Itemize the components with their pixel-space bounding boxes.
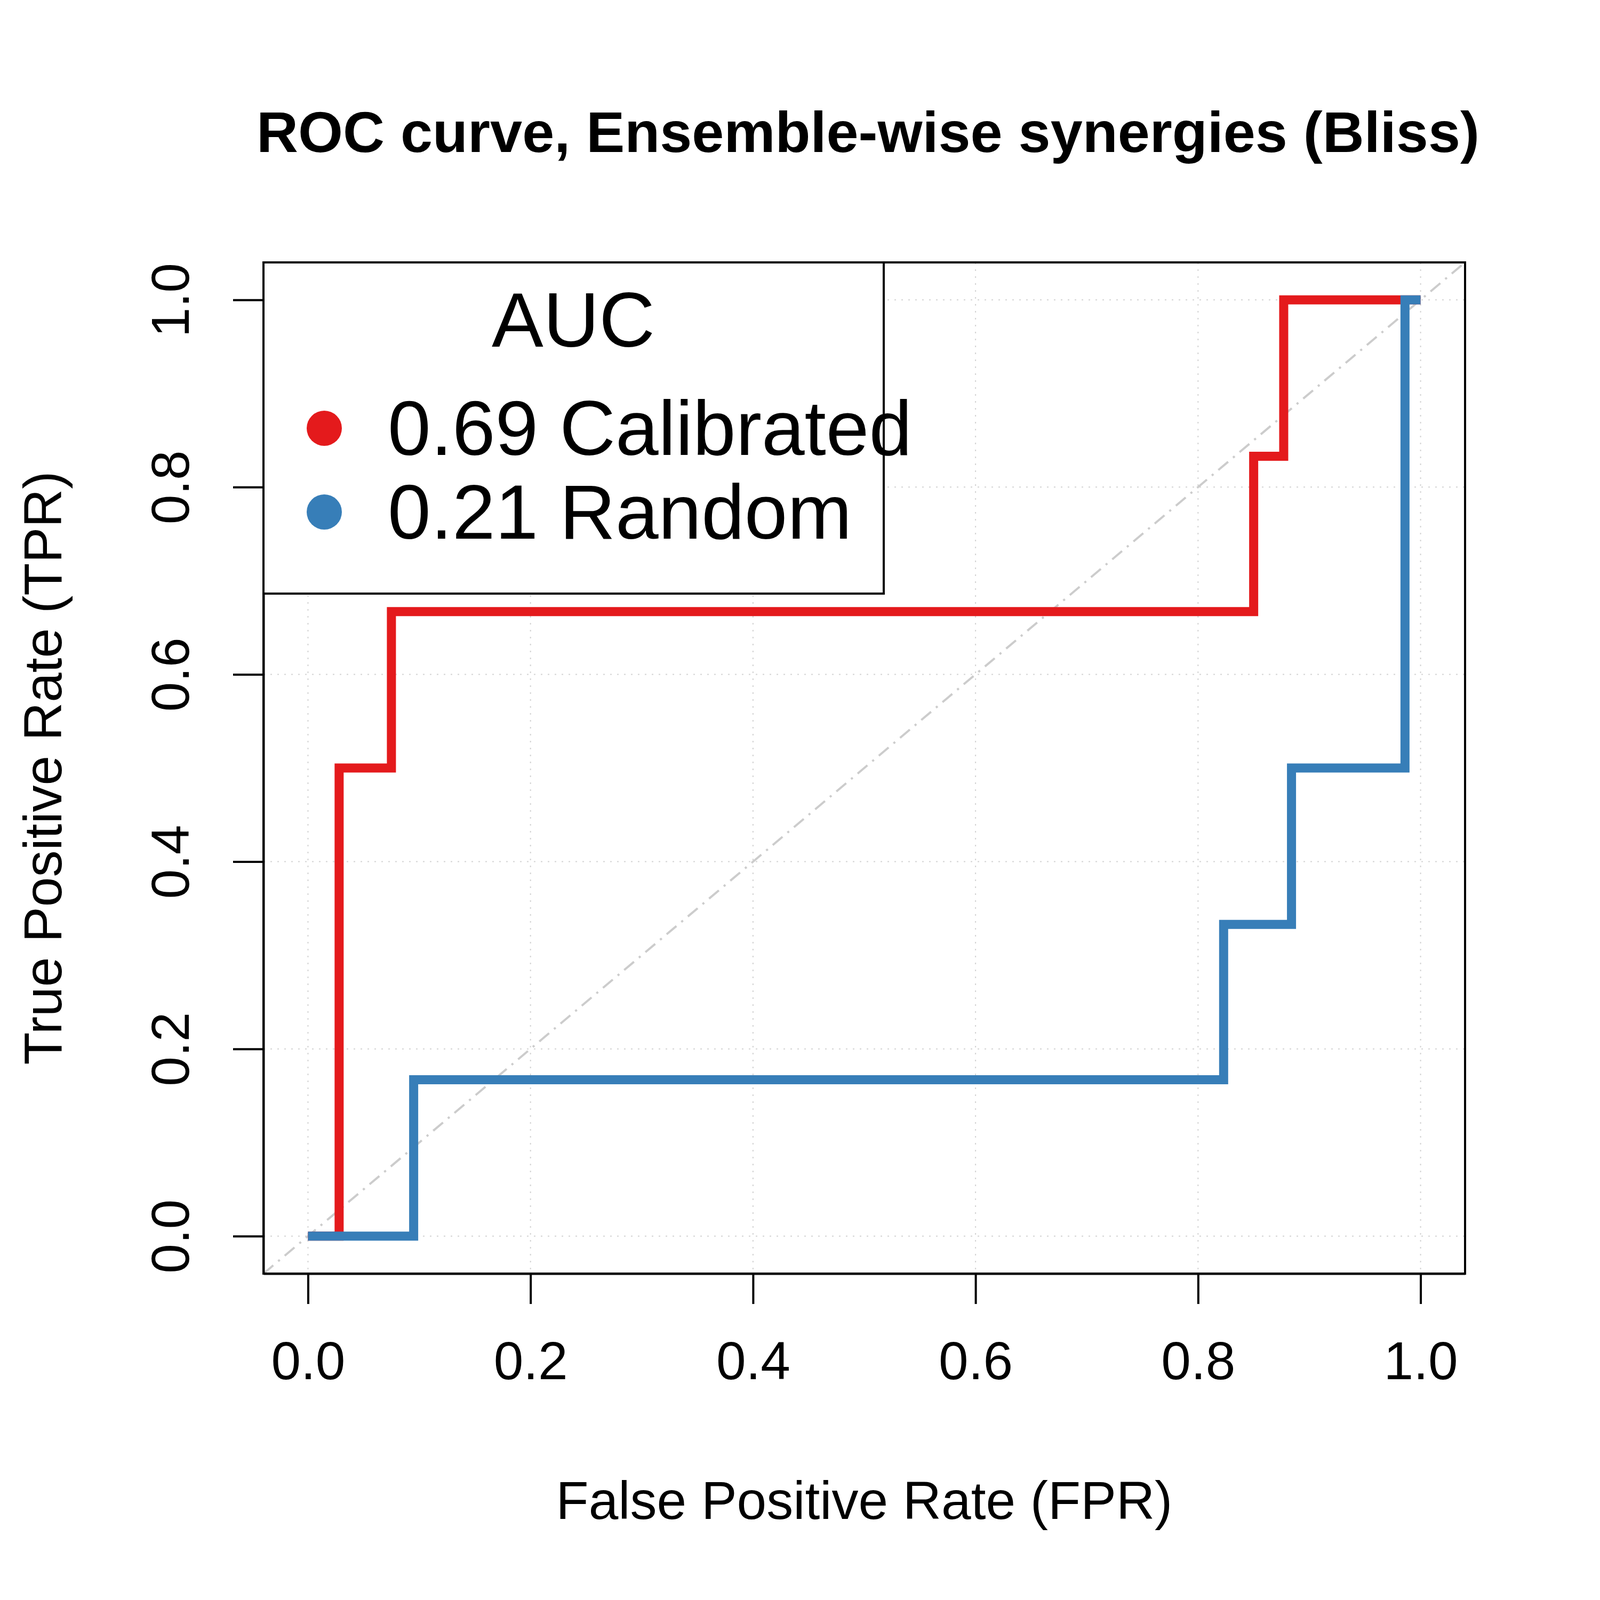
y-tick: 0.4 [140, 825, 264, 900]
legend-label: 0.21Random [387, 468, 852, 556]
x-tick: 0.0 [270, 1273, 346, 1391]
y-tick-mark [233, 1048, 264, 1051]
grid-line-y [263, 673, 1466, 675]
y-tick-mark [233, 860, 264, 863]
x-tick-mark [752, 1273, 755, 1304]
y-tick-label: 1.0 [140, 262, 200, 338]
grid-line-y [263, 1235, 1466, 1237]
plot-area [263, 262, 1466, 1274]
y-tick-label: 0.0 [140, 1199, 200, 1274]
grid-line-x [1420, 262, 1422, 1274]
legend-marker [306, 410, 342, 446]
y-tick-mark [233, 1235, 264, 1238]
grid-line-y [263, 1048, 1466, 1050]
y-tick-label: 0.4 [140, 825, 200, 900]
x-tick: 0.8 [1161, 1273, 1236, 1391]
y-tick-label: 0.6 [140, 637, 200, 712]
legend-marker [306, 494, 342, 530]
legend-auc: 0.21 [387, 468, 539, 556]
roc-line [307, 299, 1421, 1237]
diagonal [263, 262, 1466, 1274]
x-axis-title: False Positive Rate (FPR) [556, 1470, 1173, 1531]
x-axis-line [264, 1273, 1466, 1276]
x-tick-label: 0.4 [716, 1330, 791, 1391]
y-tick: 0.8 [140, 450, 264, 525]
y-tick-mark [233, 673, 264, 676]
x-tick-label: 0.6 [938, 1330, 1013, 1391]
y-tick-label: 0.2 [140, 1012, 200, 1087]
legend-name: Calibrated [559, 385, 912, 472]
x-tick-mark [529, 1273, 532, 1304]
plot-frame [263, 262, 1466, 1274]
legend-auc: 0.69 [387, 385, 539, 472]
x-tick-mark [307, 1273, 310, 1304]
x-tick: 0.4 [716, 1273, 791, 1391]
y-tick-mark [233, 299, 264, 302]
legend-name: Random [559, 468, 852, 556]
x-tick: 0.6 [938, 1273, 1013, 1391]
y-tick: 0.6 [140, 637, 264, 712]
x-tick-mark [1419, 1273, 1422, 1304]
x-axis: 0.0 0.2 0.4 0.6 0.8 1.0 [264, 1273, 1466, 1391]
x-tick-label: 0.8 [1161, 1330, 1236, 1391]
x-tick-mark [1197, 1273, 1200, 1304]
y-tick: 1.0 [140, 262, 264, 338]
y-tick: 0.0 [140, 1199, 264, 1274]
x-tick-mark [974, 1273, 978, 1304]
y-tick: 0.2 [140, 1012, 264, 1087]
x-tick: 0.2 [493, 1273, 568, 1391]
x-tick-label: 1.0 [1384, 1330, 1459, 1391]
x-tick: 1.0 [1384, 1273, 1459, 1391]
x-tick-label: 0.2 [493, 1330, 568, 1391]
x-tick-label: 0.0 [270, 1330, 346, 1391]
legend-label: 0.69Calibrated [387, 385, 912, 472]
grid-line-x [1197, 262, 1199, 1274]
roc-line [307, 299, 1421, 1237]
grid [263, 262, 1466, 1274]
legend: AUC 0.69Calibrated0.21Random [263, 262, 912, 594]
legend-title: AUC [491, 276, 655, 364]
y-tick-label: 0.8 [140, 450, 200, 525]
grid-line-y [263, 861, 1466, 863]
grid-line-x [974, 262, 976, 1274]
y-axis: 0.0 0.2 0.4 0.6 0.8 1.0 [140, 262, 264, 1275]
y-axis-title: True Positive Rate (TPR) [12, 470, 73, 1065]
y-tick-mark [233, 486, 264, 489]
title: ROC curve, Ensemble-wise synergies (Blis… [256, 99, 1480, 165]
chart: 0.0 0.2 0.4 0.6 0.8 1.0 0.0 0.2 0.4 0.6 0.8 1.0 ROC … [0, 0, 1600, 1600]
